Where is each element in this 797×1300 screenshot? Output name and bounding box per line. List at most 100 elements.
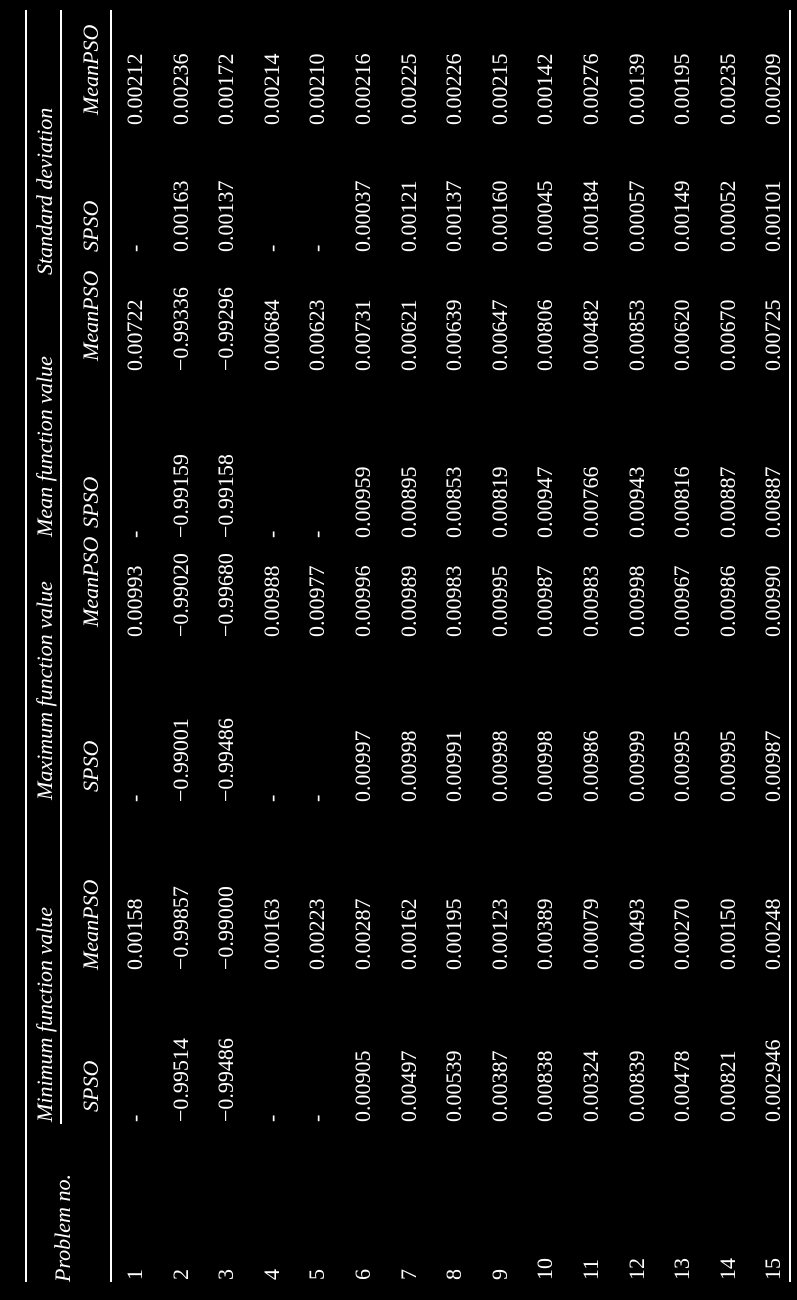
table-cell: 0.00210 (304, 53, 330, 126)
group-header: Mean function value (32, 356, 57, 537)
table-cell: 0.00989 (395, 565, 421, 638)
table-cell: 0.00121 (395, 180, 421, 253)
table-cell: −0.99680 (213, 553, 239, 637)
column-header: SPSO (78, 1060, 103, 1112)
table-cell: 0.00163 (167, 180, 193, 253)
table-cell: 0.002946 (760, 1039, 786, 1123)
table-cell: 0.00995 (714, 730, 740, 803)
problem-number: 5 (304, 1269, 330, 1280)
table-cell: 0.00623 (304, 299, 330, 372)
table-cell: 0.00887 (760, 466, 786, 539)
table-cell: 0.00248 (760, 898, 786, 971)
problem-number: 1 (122, 1269, 147, 1280)
table-cell: 0.00137 (213, 180, 239, 253)
table-cell: - (122, 1114, 147, 1122)
table-cell: 0.00986 (578, 730, 603, 803)
table-cell: 0.00478 (669, 1050, 695, 1123)
table-cell: −0.99000 (213, 886, 239, 970)
table-cell: 0.00967 (669, 565, 695, 638)
table-cell: - (304, 244, 330, 252)
column-header: SPSO (78, 200, 103, 252)
table-cell: 0.00639 (441, 299, 467, 372)
table-cell: 0.00270 (669, 898, 695, 971)
column-header: MeanPSO (78, 536, 103, 627)
table-cell: 0.00209 (760, 53, 786, 126)
problem-number: 7 (395, 1269, 421, 1280)
table-cell: 0.00995 (669, 730, 695, 803)
table-cell: 0.00172 (213, 53, 239, 126)
problem-number: 3 (213, 1269, 239, 1280)
table-cell: 0.00235 (714, 53, 740, 126)
table-cell: 0.00943 (623, 466, 649, 539)
table-cell: 0.00137 (441, 180, 467, 253)
table-cell: 0.00123 (486, 898, 512, 971)
table-cell: 0.00993 (122, 565, 147, 638)
table-cell: 0.00731 (350, 299, 375, 372)
table-cell: 0.00983 (441, 565, 467, 638)
table-cell: 0.00225 (395, 53, 421, 126)
table-cell: 0.00987 (532, 565, 558, 638)
table-cell: 0.00986 (714, 565, 740, 638)
table-cell: 0.00959 (350, 466, 375, 539)
table-cell: 0.00158 (122, 898, 147, 971)
table-cell: 0.00998 (532, 730, 558, 803)
table-cell: - (122, 244, 147, 252)
bottom-rule (789, 10, 791, 1282)
table-cell: 0.00816 (669, 466, 695, 539)
table-cell: 0.00389 (532, 898, 558, 971)
table-cell: −0.99336 (167, 287, 193, 371)
table-cell: 0.00139 (623, 53, 649, 126)
column-header: MeanPSO (78, 270, 103, 361)
table-cell: - (258, 530, 284, 538)
table-cell: 0.00216 (350, 53, 375, 126)
table-cell: 0.00821 (714, 1050, 740, 1123)
table-cell: 0.00977 (304, 565, 330, 638)
table-cell: 0.00997 (350, 730, 375, 803)
problem-number: 14 (714, 1258, 740, 1280)
table-cell: - (122, 530, 147, 538)
table-cell: 0.00947 (532, 466, 558, 539)
table-cell: - (304, 794, 330, 802)
table-cell: −0.99486 (213, 1038, 239, 1122)
table-cell: 0.00838 (532, 1050, 558, 1123)
table-cell: 0.00163 (258, 898, 284, 971)
table-cell: - (304, 530, 330, 538)
table-cell: 0.00226 (441, 53, 467, 126)
table-cell: 0.00853 (441, 466, 467, 539)
table-cell: 0.00647 (486, 299, 512, 372)
table-cell: −0.99158 (213, 454, 239, 538)
problem-number: 15 (760, 1258, 786, 1280)
table-cell: 0.00853 (623, 299, 649, 372)
table-cell: 0.00819 (486, 466, 512, 539)
table-cell: 0.00806 (532, 299, 558, 372)
group-header: Maximum function value (32, 581, 57, 800)
table-cell: - (258, 1114, 284, 1122)
table-cell: 0.00493 (623, 898, 649, 971)
table-cell: 0.00620 (669, 299, 695, 372)
table-cell: 0.00766 (578, 466, 603, 539)
table-cell: −0.99857 (167, 886, 193, 970)
table-cell: 0.00839 (623, 1050, 649, 1123)
table-cell: 0.00142 (532, 53, 558, 126)
table-cell: 0.00387 (486, 1050, 512, 1123)
table-cell: 0.00670 (714, 299, 740, 372)
table-cell: −0.99159 (167, 454, 193, 538)
table-cell: 0.00998 (486, 730, 512, 803)
table-cell: 0.00236 (167, 53, 193, 126)
problem-number: 10 (532, 1258, 558, 1280)
table-cell: 0.00497 (395, 1050, 421, 1123)
table-cell: −0.99020 (167, 553, 193, 637)
table-cell: 0.00195 (441, 898, 467, 971)
table-cell: 0.00995 (486, 565, 512, 638)
table-cell: 0.00037 (350, 180, 375, 253)
table-cell: 0.00987 (760, 730, 786, 803)
table-cell: −0.99486 (213, 718, 239, 802)
table-cell: 0.00276 (578, 53, 603, 126)
table-cell: −0.99001 (167, 718, 193, 802)
table-cell: −0.99514 (167, 1038, 193, 1122)
problem-no-header: Problem no. (50, 1174, 75, 1282)
table-cell: 0.00725 (760, 299, 786, 372)
table-cell: 0.00079 (578, 898, 603, 971)
problem-number: 2 (167, 1269, 193, 1280)
table-cell: 0.00887 (714, 466, 740, 539)
